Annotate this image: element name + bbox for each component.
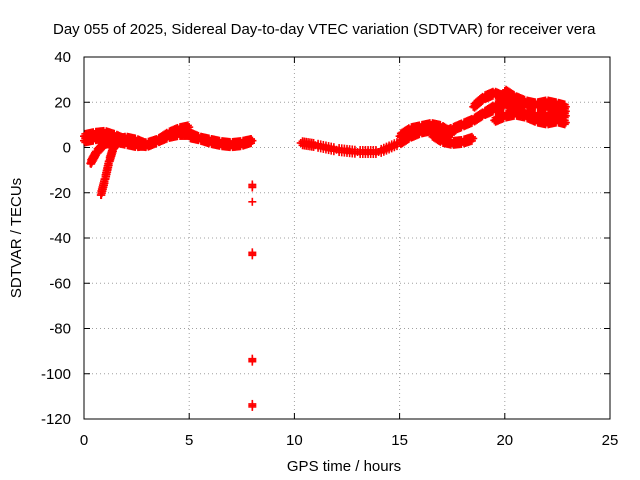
data-points	[80, 85, 570, 411]
y-tick-label: -100	[41, 366, 71, 383]
chart-title: Day 055 of 2025, Sidereal Day-to-day VTE…	[53, 21, 596, 38]
data-point	[143, 141, 152, 150]
data-point	[248, 399, 257, 411]
x-tick-label: 5	[185, 432, 193, 449]
data-point	[185, 123, 194, 132]
data-point	[469, 134, 478, 143]
x-axis-label: GPS time / hours	[287, 458, 401, 475]
series-track-8	[427, 128, 478, 149]
series-outliers	[248, 180, 257, 411]
y-tick-label: -20	[49, 185, 71, 202]
axis-ticks: 0 5 10 15 20 25 -120 -100 -80 -60 -40 -20 0 20 40	[41, 49, 618, 449]
series-track-12	[490, 107, 570, 129]
data-point	[561, 118, 570, 127]
y-tick-label: 20	[54, 94, 71, 111]
x-tick-label: 0	[80, 432, 88, 449]
data-point	[248, 354, 257, 366]
data-point	[248, 136, 257, 145]
y-tick-label: -120	[41, 411, 71, 428]
x-tick-label: 15	[391, 432, 408, 449]
x-tick-label: 20	[496, 432, 513, 449]
y-tick-label: -60	[49, 275, 71, 292]
data-point	[248, 180, 257, 192]
data-point	[561, 107, 570, 116]
y-tick-label: -80	[49, 321, 71, 338]
series-track-13	[500, 85, 570, 118]
x-tick-label: 10	[286, 432, 303, 449]
series-track-5	[185, 130, 257, 150]
y-tick-label: -40	[49, 230, 71, 247]
data-point	[248, 197, 257, 206]
y-tick-label: 40	[54, 49, 71, 66]
y-axis-label: SDTVAR / TECUs	[8, 178, 25, 298]
x-tick-label: 25	[602, 432, 619, 449]
series-track-4	[96, 132, 152, 200]
data-point	[248, 248, 257, 260]
y-tick-label: 0	[63, 140, 71, 157]
